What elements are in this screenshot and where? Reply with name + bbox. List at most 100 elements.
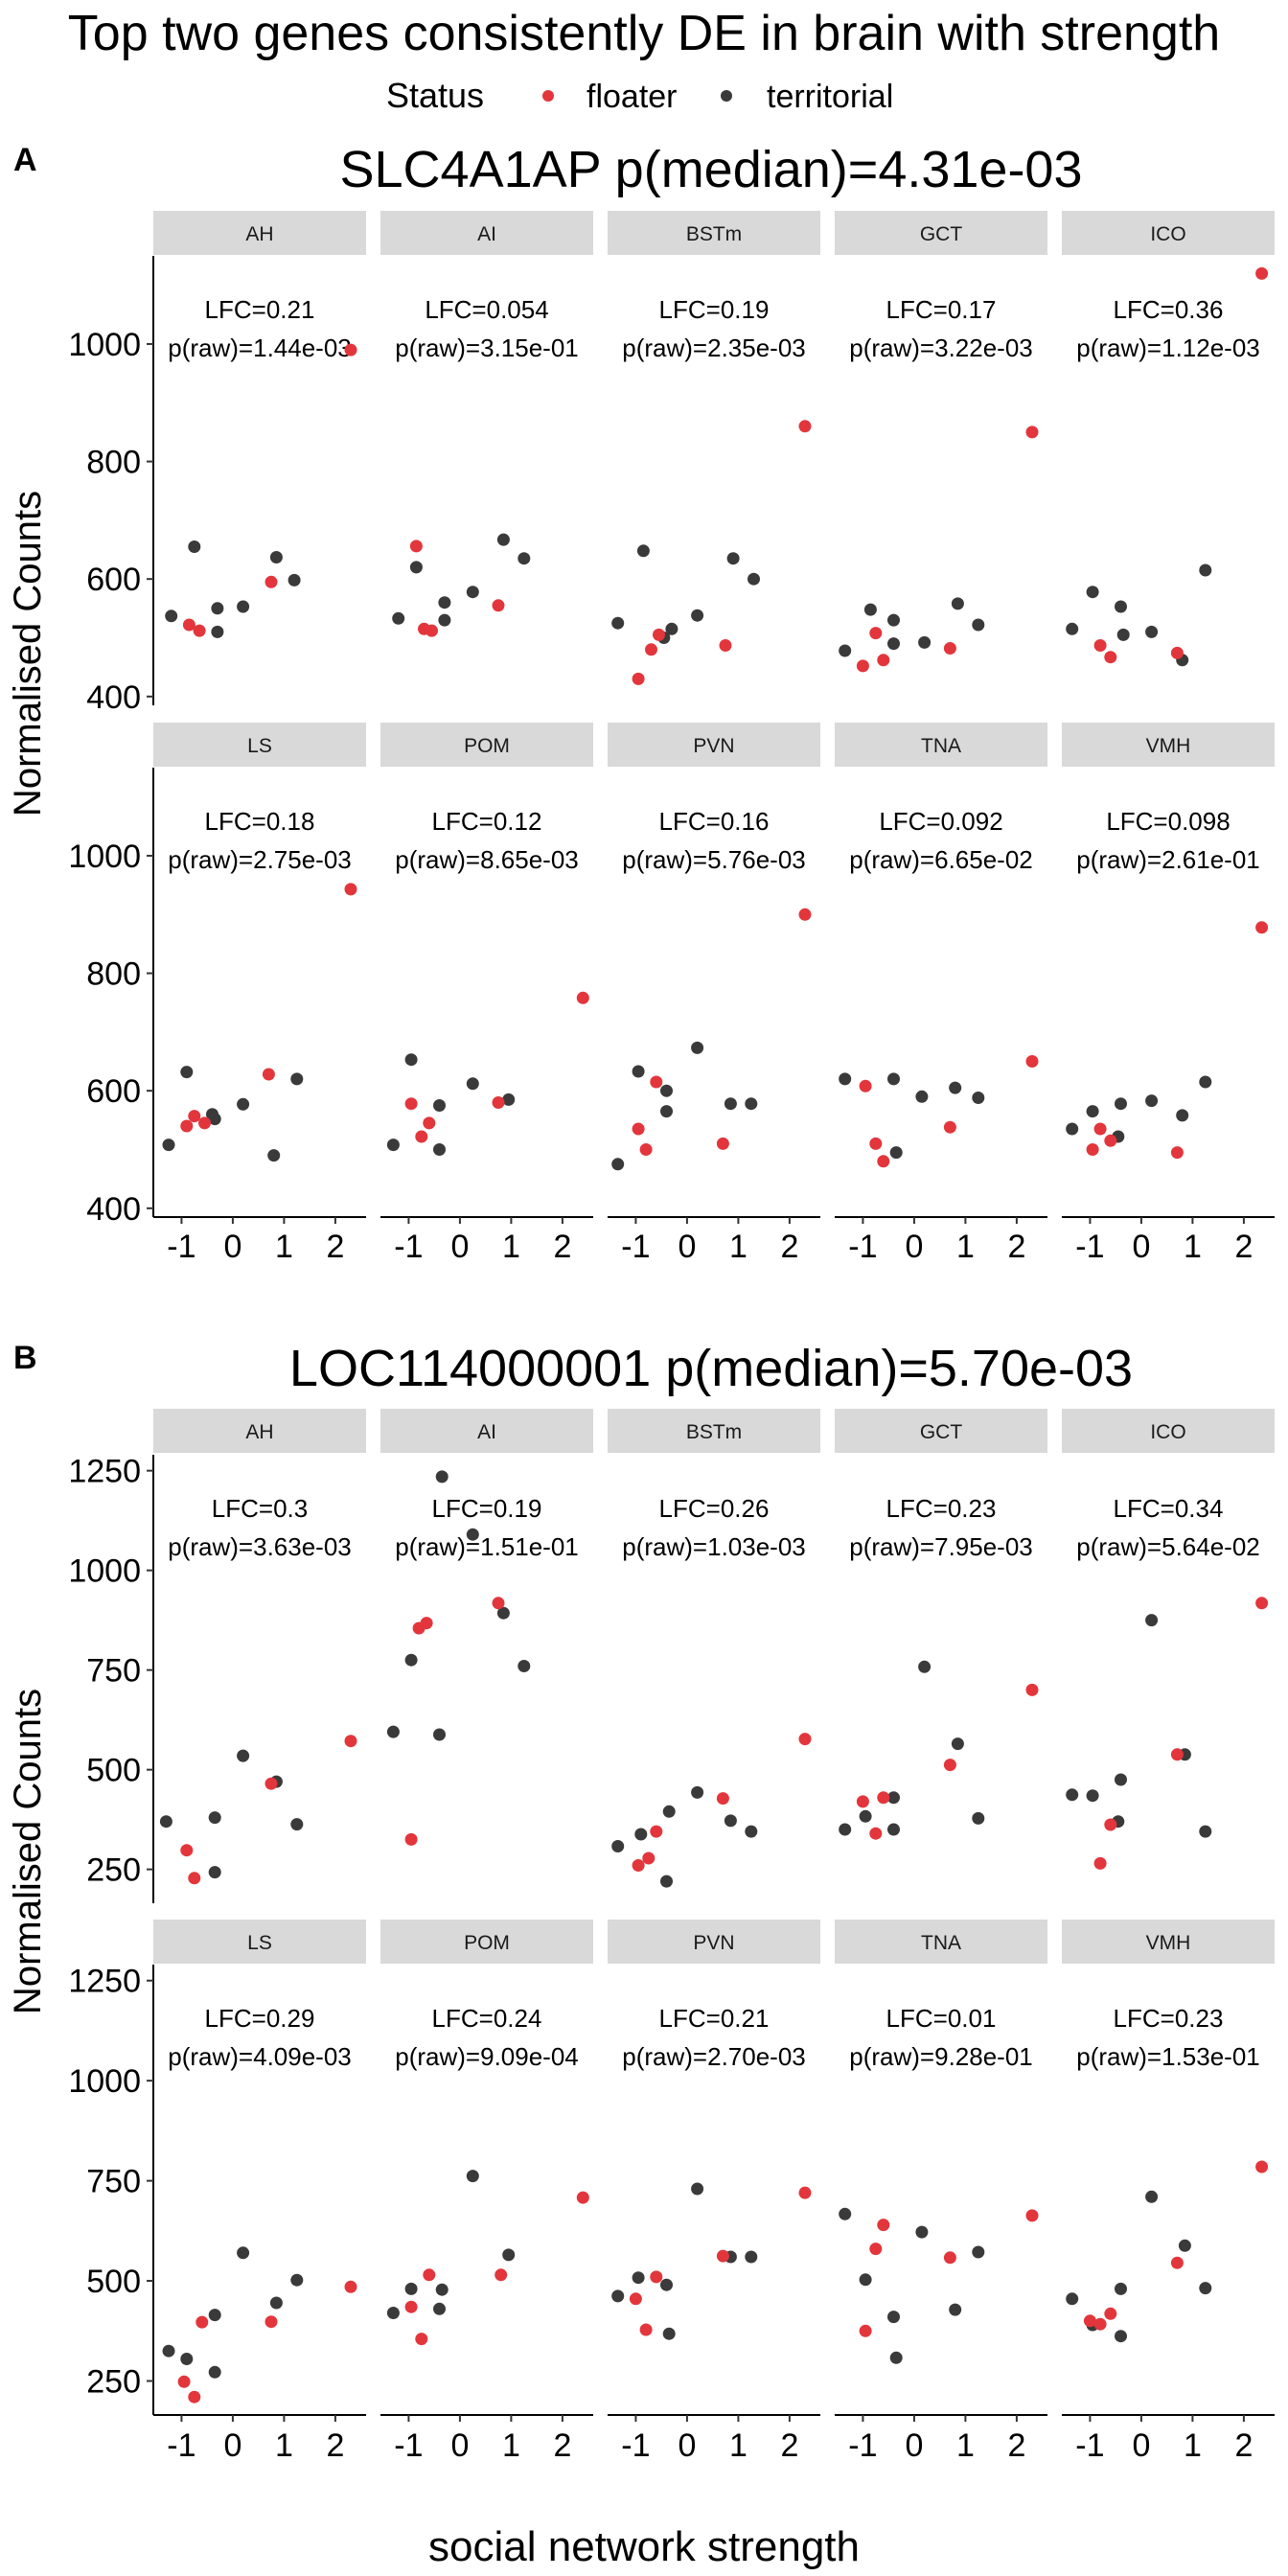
point-floater [262,1068,275,1081]
x-tick-label: -1 [848,1229,877,1265]
point-floater [859,2324,872,2337]
facet-label: AI [477,223,496,245]
point-floater [629,2292,642,2306]
point-territorial [660,1874,673,1888]
point-territorial [1199,2282,1212,2295]
point-territorial [404,1053,418,1067]
facet-label: ICO [1150,1421,1185,1443]
point-territorial [1199,1075,1212,1089]
point-territorial [918,635,932,649]
x-tick-label: -1 [621,2427,650,2464]
point-floater [420,1617,433,1630]
x-tick-label: 2 [780,1229,798,1265]
facet-PVN: PVN LFC=0.21 p(raw)=2.70e-03 -1 0 1 2 [608,1920,820,2464]
point-territorial [972,618,985,632]
facet-BSTm: BSTm LFC=0.26 p(raw)=1.03e-03 [608,1409,820,1888]
x-tick-label: 0 [678,1229,696,1265]
point-floater [404,2300,418,2313]
point-territorial [611,1840,625,1852]
point-territorial [188,540,201,553]
point-floater [632,1859,645,1872]
x-tick-label: -1 [167,1229,196,1265]
point-floater [423,1116,436,1130]
point-territorial [660,1105,673,1118]
point-territorial [887,1072,900,1086]
point-territorial [386,1725,400,1738]
point-territorial [1115,2282,1127,2295]
y-tick-label: 800 [86,445,141,481]
lfc-annotation: LFC=0.098 [1106,807,1230,836]
point-territorial [433,2302,446,2315]
facet-strip [380,1409,593,1453]
panel-title: SLC4A1AP p(median)=4.31e-03 [339,141,1082,198]
point-territorial [1115,1773,1127,1786]
y-tick-label: 250 [86,1852,141,1889]
point-territorial [887,1823,900,1836]
point-floater [650,1075,663,1089]
point-floater [877,1791,890,1805]
legend: Status floater territorial [386,76,893,115]
point-territorial [915,1090,929,1103]
x-tick-label: 1 [275,2427,293,2464]
lfc-annotation: LFC=0.054 [425,295,548,324]
point-territorial [691,2182,704,2196]
point-territorial [466,1528,479,1541]
point-territorial [1145,1094,1159,1108]
point-floater [1170,646,1184,659]
p-raw-annotation: p(raw)=4.09e-03 [168,2042,352,2071]
point-floater [576,2191,589,2204]
lfc-annotation: LFC=0.21 [205,295,315,324]
point-territorial [724,1097,737,1111]
point-floater [1255,266,1269,280]
point-territorial [267,1149,281,1162]
x-tick-label: 2 [1007,2427,1025,2464]
point-territorial [611,616,625,630]
panel-title: LOC114000001 p(median)=5.70e-03 [289,1340,1133,1397]
point-territorial [208,2365,221,2379]
point-territorial [162,2344,175,2358]
facet-GCT: GCT LFC=0.23 p(raw)=7.95e-03 [835,1409,1047,1840]
point-territorial [386,1138,400,1152]
y-tick-label: 1250 [68,1964,141,2000]
point-floater [492,1096,505,1109]
lfc-annotation: LFC=0.17 [886,295,997,324]
point-floater [716,1137,729,1150]
lfc-annotation: LFC=0.24 [432,2004,542,2033]
x-tick-label: 2 [1234,1229,1253,1265]
facet-label: AI [477,1421,496,1443]
lfc-annotation: LFC=0.23 [886,1494,997,1523]
point-territorial [1176,1109,1189,1122]
point-floater [344,883,357,896]
p-raw-annotation: p(raw)=2.35e-03 [622,334,806,362]
point-territorial [632,2271,645,2285]
point-territorial [1199,1825,1212,1838]
y-tick-label: 1000 [68,327,141,363]
panels: A SLC4A1AP p(median)=4.31e-03 Normalised C… [7,141,1275,2464]
point-floater [869,627,883,640]
point-floater [344,1735,357,1748]
point-floater [1025,1055,1039,1068]
legend-floater-dot [542,90,554,102]
p-raw-annotation: p(raw)=1.44e-03 [168,334,352,362]
x-tick-label: 2 [326,1229,344,1265]
facet-strip [153,723,366,767]
point-territorial [404,1653,418,1667]
point-floater [426,624,438,637]
panel-tag: B [13,1340,37,1376]
y-tick-label: 1000 [68,2063,141,2100]
lfc-annotation: LFC=0.092 [879,807,1002,836]
x-tick-label: 1 [956,2427,975,2464]
point-territorial [180,1066,194,1079]
facet-strip [1062,723,1275,767]
point-floater [869,1137,883,1150]
point-territorial [611,1158,625,1171]
facet-strip [1062,1409,1275,1453]
point-floater [1025,1683,1039,1696]
point-territorial [435,2283,448,2296]
p-raw-annotation: p(raw)=3.22e-03 [849,334,1033,362]
point-floater [1104,2307,1117,2320]
point-territorial [636,544,650,558]
x-tick-label: -1 [1075,1229,1104,1265]
point-floater [492,599,505,612]
